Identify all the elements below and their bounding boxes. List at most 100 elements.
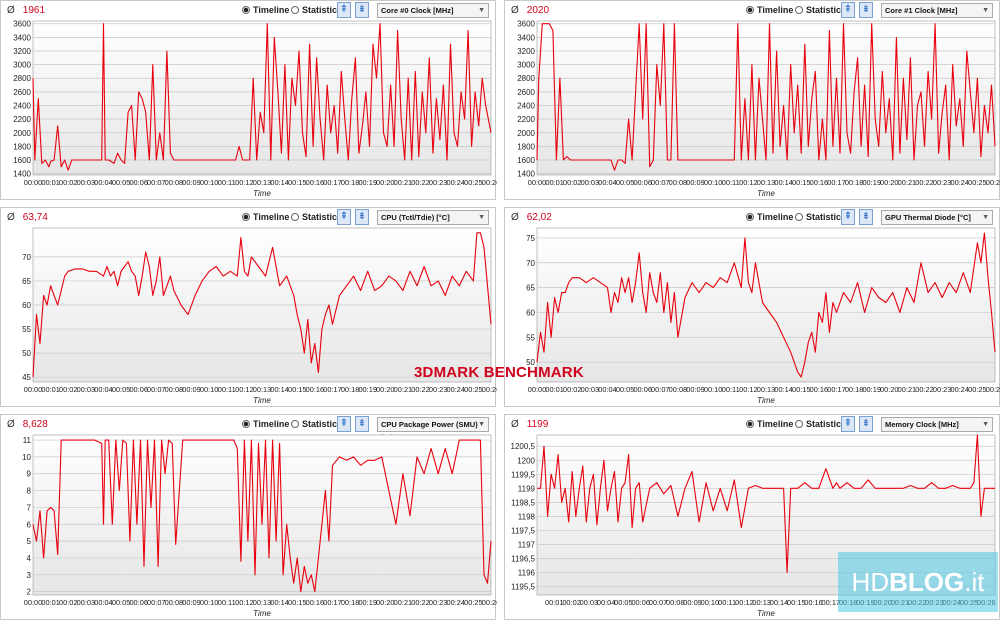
timeline-radio[interactable]: Timeline bbox=[746, 212, 793, 222]
x-tick-label: 00:19 bbox=[358, 598, 377, 607]
y-tick-label: 5 bbox=[27, 537, 32, 546]
statistic-label: Statistic bbox=[806, 419, 842, 429]
watermark-part-hd: HD bbox=[851, 566, 890, 597]
zoom-in-icon[interactable]: ⇞ bbox=[337, 209, 351, 225]
zoom-in-icon[interactable]: ⇞ bbox=[841, 2, 855, 18]
x-tick-label: 00:04 bbox=[597, 598, 616, 607]
timeline-radio[interactable]: Timeline bbox=[242, 212, 289, 222]
timeline-radio[interactable]: Timeline bbox=[746, 5, 793, 15]
statistic-radio[interactable]: Statistic bbox=[291, 5, 337, 15]
y-tick-label: 2200 bbox=[517, 115, 535, 124]
x-tick-label: 00:07 bbox=[147, 598, 166, 607]
zoom-in-icon[interactable]: ⇞ bbox=[841, 209, 855, 225]
x-tick-label: 00:18 bbox=[341, 385, 360, 394]
sensor-select-value: Memory Clock [MHz] bbox=[885, 420, 959, 429]
zoom-in-icon[interactable]: ⇞ bbox=[337, 2, 351, 18]
radio-selected-icon[interactable] bbox=[746, 6, 754, 14]
radio-unselected-icon[interactable] bbox=[291, 213, 299, 221]
sensor-panel-core0: Ø 1961 Timeline Statistic ⇞ ⇟ Core #0 Clock [M… bbox=[0, 0, 497, 200]
y-tick-label: 2800 bbox=[517, 74, 535, 83]
timeline-radio[interactable]: Timeline bbox=[746, 419, 793, 429]
x-tick-label: 00:17 bbox=[323, 385, 342, 394]
x-tick-label: 00:12 bbox=[735, 598, 754, 607]
zoom-out-icon[interactable]: ⇟ bbox=[355, 2, 369, 18]
x-tick-label: 00:08 bbox=[165, 385, 184, 394]
radio-unselected-icon[interactable] bbox=[795, 420, 803, 428]
x-tick-label: 00:25 bbox=[464, 178, 483, 187]
radio-selected-icon[interactable] bbox=[746, 213, 754, 221]
radio-selected-icon[interactable] bbox=[746, 420, 754, 428]
x-tick-label: 00:24 bbox=[447, 178, 466, 187]
statistic-label: Statistic bbox=[302, 212, 338, 222]
zoom-out-icon[interactable]: ⇟ bbox=[859, 416, 873, 432]
average-readout: Ø 63,74 bbox=[7, 212, 48, 223]
chevron-down-icon[interactable]: ▼ bbox=[478, 7, 485, 14]
radio-selected-icon[interactable] bbox=[242, 6, 250, 14]
x-tick-label: 00:10 bbox=[200, 598, 219, 607]
chevron-down-icon[interactable]: ▼ bbox=[982, 214, 989, 221]
x-tick-label: 00:17 bbox=[827, 178, 846, 187]
y-tick-label: 50 bbox=[526, 358, 535, 367]
chevron-down-icon[interactable]: ▼ bbox=[478, 421, 485, 428]
x-tick-label: 00:01 bbox=[41, 178, 60, 187]
y-tick-label: 65 bbox=[22, 277, 31, 286]
y-tick-label: 3200 bbox=[13, 47, 31, 56]
statistic-radio[interactable]: Statistic bbox=[291, 419, 337, 429]
radio-selected-icon[interactable] bbox=[242, 420, 250, 428]
x-tick-label: 00:10 bbox=[701, 598, 720, 607]
zoom-out-icon[interactable]: ⇟ bbox=[355, 209, 369, 225]
chevron-down-icon[interactable]: ▼ bbox=[982, 7, 989, 14]
x-tick-label: 00:02 bbox=[563, 385, 582, 394]
sensor-select[interactable]: Core #1 Clock [MHz] ▼ bbox=[881, 3, 993, 18]
statistic-radio[interactable]: Statistic bbox=[795, 212, 841, 222]
x-tick-label: 00:15 bbox=[792, 385, 811, 394]
statistic-radio[interactable]: Statistic bbox=[291, 212, 337, 222]
x-tick-label: 00:12 bbox=[739, 385, 758, 394]
zoom-out-icon[interactable]: ⇟ bbox=[859, 209, 873, 225]
statistic-radio[interactable]: Statistic bbox=[795, 419, 841, 429]
average-readout: Ø 2020 bbox=[511, 5, 549, 16]
x-tick-label: 00:15 bbox=[288, 598, 307, 607]
y-tick-label: 1199 bbox=[518, 484, 536, 493]
x-tick-label: 00:05 bbox=[614, 598, 633, 607]
radio-unselected-icon[interactable] bbox=[795, 213, 803, 221]
chevron-down-icon[interactable]: ▼ bbox=[982, 421, 989, 428]
zoom-out-icon[interactable]: ⇟ bbox=[355, 416, 369, 432]
sensor-select[interactable]: Memory Clock [MHz] ▼ bbox=[881, 417, 993, 432]
x-tick-label: 00:10 bbox=[200, 385, 219, 394]
timeline-radio[interactable]: Timeline bbox=[242, 5, 289, 15]
series-line bbox=[536, 23, 996, 171]
x-tick-label: 00:00 bbox=[24, 385, 43, 394]
x-tick-label: 00:09 bbox=[686, 178, 705, 187]
radio-unselected-icon[interactable] bbox=[291, 6, 299, 14]
statistic-radio[interactable]: Statistic bbox=[795, 5, 841, 15]
x-tick-label: 00:11 bbox=[722, 385, 740, 394]
sensor-select[interactable]: Core #0 Clock [MHz] ▼ bbox=[377, 3, 489, 18]
x-tick-label: 00:17 bbox=[323, 598, 342, 607]
sensor-select[interactable]: CPU Package Power (SMU) [W]▼ bbox=[377, 417, 489, 442]
sensor-select[interactable]: CPU (Tctl/Tdie) [°C] ▼ bbox=[377, 210, 489, 225]
x-tick-label: 00:09 bbox=[182, 178, 201, 187]
zoom-out-icon[interactable]: ⇟ bbox=[859, 2, 873, 18]
x-tick-label: 00:17 bbox=[822, 598, 841, 607]
timeline-radio[interactable]: Timeline bbox=[242, 419, 289, 429]
radio-unselected-icon[interactable] bbox=[795, 6, 803, 14]
y-tick-label: 55 bbox=[526, 333, 535, 342]
x-tick-label: 00:11 bbox=[718, 598, 736, 607]
y-tick-label: 3400 bbox=[517, 33, 535, 42]
x-tick-label: 00:23 bbox=[933, 385, 952, 394]
chevron-down-icon[interactable]: ▼ bbox=[478, 214, 485, 221]
x-tick-label: 00:26 bbox=[986, 178, 1000, 187]
sensor-select[interactable]: GPU Thermal Diode [°C] ▼ bbox=[881, 210, 993, 225]
x-tick-label: 00:16 bbox=[810, 385, 829, 394]
zoom-in-icon[interactable]: ⇞ bbox=[337, 416, 351, 432]
radio-unselected-icon[interactable] bbox=[291, 420, 299, 428]
zoom-in-icon[interactable]: ⇞ bbox=[841, 416, 855, 432]
radio-selected-icon[interactable] bbox=[242, 213, 250, 221]
x-tick-label: 00:04 bbox=[598, 178, 617, 187]
y-tick-label: 9 bbox=[27, 470, 32, 479]
x-tick-label: 00:25 bbox=[464, 385, 483, 394]
x-axis-label: Time bbox=[757, 396, 775, 405]
